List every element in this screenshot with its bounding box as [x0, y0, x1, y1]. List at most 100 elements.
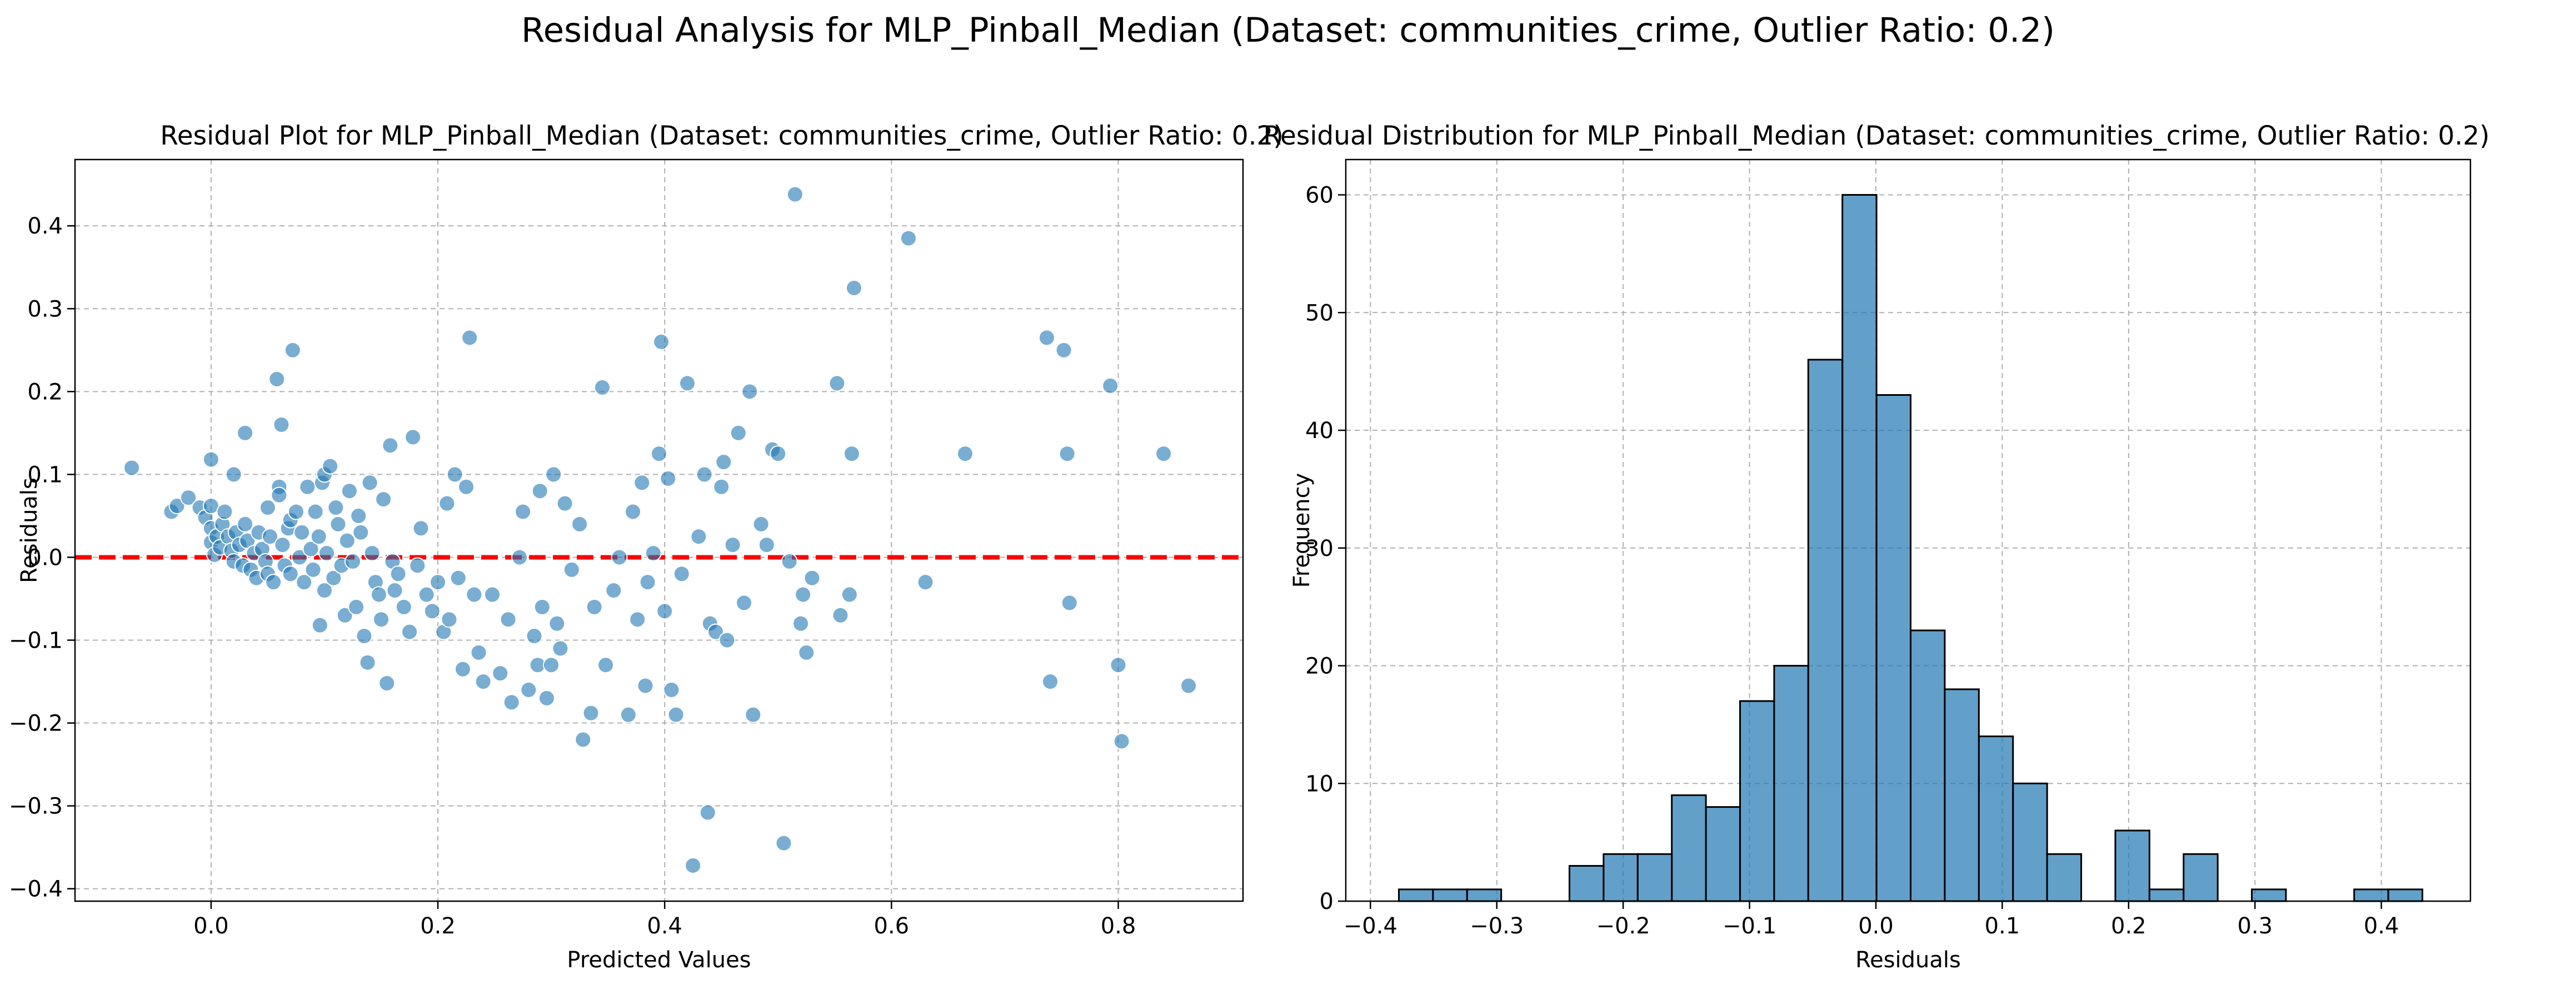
histogram-y-tick-label: 0	[1320, 889, 1334, 915]
residual-point	[330, 515, 347, 533]
residual-point	[284, 341, 301, 359]
residual-point	[699, 804, 716, 821]
residual-point	[545, 466, 562, 483]
residual-point	[271, 486, 288, 504]
scatter-y-tick-label: 0.2	[27, 379, 63, 405]
residual-point	[690, 528, 707, 545]
residual-point	[803, 569, 821, 587]
residual-point	[466, 586, 483, 603]
residual-point	[336, 607, 353, 624]
residual-point	[556, 495, 573, 512]
histogram-bar	[1807, 359, 1844, 902]
residual-point	[775, 834, 792, 852]
histogram-bar	[2148, 888, 2185, 902]
residual-point	[344, 553, 361, 570]
residual-point	[216, 503, 233, 520]
histogram-bar	[1569, 864, 1605, 902]
residual-point	[341, 483, 358, 500]
residual-point	[282, 565, 299, 583]
scatter-y-tick-label: −0.1	[9, 628, 63, 653]
residual-point	[484, 586, 501, 603]
histogram-y-tick-label: 50	[1305, 300, 1334, 326]
residual-point	[718, 632, 736, 649]
residual-histogram-panel: Residual Distribution for MLP_Pinball_Me…	[1263, 121, 2489, 973]
scatter-x-tick-label: 0.6	[874, 913, 910, 939]
scatter-x-tick-label: 0.2	[420, 913, 456, 939]
scatter-y-tick-label: −0.3	[9, 794, 63, 819]
scatter-grid	[75, 160, 1243, 901]
histogram-bar	[1739, 700, 1775, 902]
residual-point	[611, 549, 628, 566]
histogram-bar	[2046, 853, 2083, 902]
residual-point	[262, 528, 279, 545]
residual-point	[620, 706, 637, 723]
residual-point	[373, 611, 390, 628]
histogram-plot-frame	[1345, 158, 2472, 902]
residual-point	[378, 674, 396, 692]
histogram-bar	[1910, 629, 1946, 902]
residual-point	[651, 445, 667, 463]
histogram-y-tick-label: 60	[1305, 183, 1334, 208]
histogram-bar	[2251, 888, 2287, 902]
residual-point	[180, 489, 197, 506]
residual-point	[350, 507, 367, 524]
residual-point	[685, 857, 702, 874]
histogram-x-tick-label: −0.1	[1723, 913, 1776, 939]
residual-point	[168, 498, 186, 515]
residual-point	[418, 586, 435, 603]
scatter-y-tick-label: 0.3	[27, 296, 63, 322]
residual-point	[438, 495, 456, 512]
residual-point	[679, 375, 696, 392]
residual-point	[503, 694, 520, 711]
residual-point	[412, 520, 430, 537]
histogram-x-axis-label: Residuals	[1855, 947, 1961, 973]
residual-point	[563, 561, 580, 578]
histogram-x-tick-label: −0.4	[1344, 913, 1397, 939]
residual-point	[423, 603, 441, 620]
residual-point	[322, 458, 339, 475]
scatter-points	[123, 186, 1197, 874]
histogram-y-tick-label: 20	[1305, 654, 1334, 679]
residual-point	[287, 503, 304, 520]
residual-point	[597, 657, 615, 674]
residual-point	[520, 681, 537, 698]
residual-point	[450, 569, 467, 587]
residual-point	[302, 540, 319, 558]
residual-point	[660, 470, 677, 487]
residual-point	[1055, 341, 1072, 359]
residual-point	[841, 586, 858, 603]
histogram-bar	[1773, 665, 1809, 902]
residual-point	[792, 615, 810, 632]
residual-point	[265, 574, 282, 591]
residual-point	[786, 186, 803, 203]
residual-point	[274, 536, 291, 554]
residual-point	[745, 706, 762, 723]
residual-point	[593, 379, 611, 396]
residual-point	[667, 706, 685, 723]
residual-point	[917, 574, 934, 591]
residual-point	[325, 569, 342, 587]
histogram-bar	[1944, 688, 1980, 902]
histogram-y-axis-label: Frequency	[1289, 473, 1315, 588]
residual-point	[713, 478, 730, 495]
residual-point	[846, 280, 863, 297]
histogram-bar	[2183, 853, 2219, 902]
histogram-y-tick-label: 30	[1305, 536, 1334, 561]
residual-point	[446, 466, 463, 483]
histogram-bar	[1875, 394, 1912, 902]
residual-point	[359, 654, 376, 671]
residual-point	[338, 532, 356, 549]
residual-point	[533, 598, 551, 615]
scatter-x-ticks: 0.0 0.2 0.4 0.6 0.8	[193, 901, 1136, 939]
scatter-y-tick-label: 0.1	[27, 462, 63, 488]
residual-point	[637, 677, 654, 694]
residual-point	[605, 582, 622, 599]
residual-point	[470, 644, 487, 661]
residual-point	[316, 582, 333, 599]
residual-point	[296, 574, 313, 591]
residual-point	[653, 333, 670, 350]
residual-point	[571, 515, 588, 533]
scatter-y-tick-label: −0.2	[9, 711, 63, 737]
residual-point	[752, 515, 770, 533]
